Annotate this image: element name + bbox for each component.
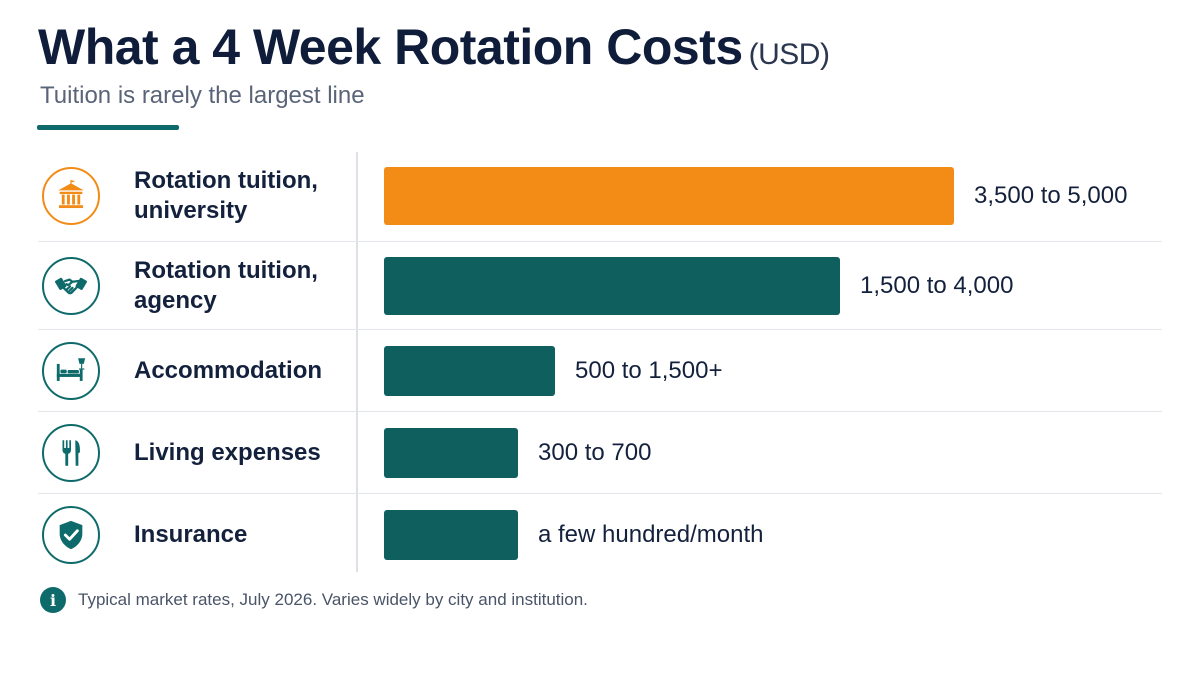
bar [384, 510, 518, 560]
utensils-icon [42, 424, 100, 482]
bar-row: Accommodation 500 to 1,500+ [38, 330, 1162, 412]
bar-row: Rotation tuition, university 3,500 to 5,00… [38, 150, 1162, 242]
category-label: Insurance [134, 520, 344, 550]
footnote-text: Typical market rates, July 2026. Varies … [78, 590, 588, 609]
bar-row: Living expenses 300 to 700 [38, 412, 1162, 494]
category-label-line: agency [134, 287, 217, 314]
value-label: 1,500 to 4,000 [860, 272, 1014, 299]
bar-chart: Rotation tuition, university 3,500 to 5,00… [38, 150, 1162, 576]
shield-check-icon [42, 506, 100, 564]
bar-row: Rotation tuition, agency 1,500 to 4,000 [38, 242, 1162, 330]
bar-row: Insurance a few hundred/month [38, 494, 1162, 576]
bar [384, 346, 555, 396]
bar [384, 257, 840, 315]
bar [384, 167, 954, 225]
bar [384, 428, 518, 478]
category-label: Rotation tuition, university [134, 166, 344, 226]
value-label: 500 to 1,500+ [575, 357, 723, 384]
title-unit: (USD) [748, 38, 830, 71]
info-icon: i [40, 587, 66, 613]
university-icon [42, 167, 100, 225]
category-label-line: Accommodation [134, 357, 323, 384]
handshake-icon [42, 257, 100, 315]
row-divider [38, 493, 1162, 494]
row-divider [38, 411, 1162, 412]
value-label: a few hundred/month [538, 521, 764, 548]
bed-icon [42, 342, 100, 400]
category-label-line: Living expenses [134, 439, 321, 466]
category-label: Rotation tuition, agency [134, 256, 344, 316]
value-label: 3,500 to 5,000 [974, 182, 1128, 209]
title-text: What a 4 Week Rotation Costs [38, 19, 743, 75]
category-label-line: university [134, 197, 248, 224]
row-divider [38, 241, 1162, 242]
category-label-line: Insurance [134, 521, 248, 548]
chart-title: What a 4 Week Rotation Costs (USD) [38, 18, 830, 76]
category-label-line: Rotation tuition, [134, 257, 318, 284]
label-column-divider [356, 152, 358, 572]
value-label: 300 to 700 [538, 439, 652, 466]
row-divider [38, 329, 1162, 330]
accent-divider [37, 125, 179, 130]
footnote: i Typical market rates, July 2026. Varie… [40, 587, 588, 613]
category-label: Living expenses [134, 438, 344, 468]
category-label: Accommodation [134, 356, 344, 386]
category-label-line: Rotation tuition, [134, 167, 318, 194]
chart-subtitle: Tuition is rarely the largest line [40, 82, 365, 109]
